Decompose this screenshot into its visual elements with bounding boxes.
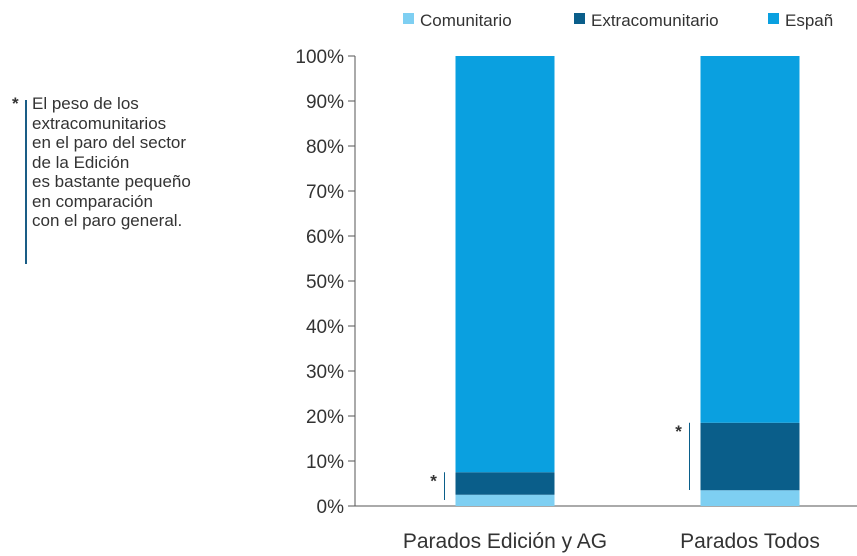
footnote-divider: [25, 100, 27, 264]
x-category-label: Parados Todos: [680, 530, 820, 553]
annotation-marker: *: [430, 471, 437, 490]
x-category-label: Parados Edición y AG: [403, 530, 607, 553]
y-tick-label: 80%: [306, 137, 344, 158]
y-tick-label: 30%: [306, 362, 344, 383]
bar-segment-español: [700, 56, 800, 423]
y-tick-label: 20%: [306, 407, 344, 428]
bar-segment-español: [455, 56, 555, 473]
legend-label: Comunitario: [420, 11, 512, 30]
y-tick-label: 10%: [306, 452, 344, 473]
bar-segment-comunitario: [700, 490, 800, 506]
y-tick-label: 90%: [306, 92, 344, 113]
legend-swatch-comunitario: [403, 13, 414, 24]
annotation-marker: *: [675, 422, 682, 441]
y-tick-label: 50%: [306, 272, 344, 293]
legend-swatch-extracomunitario: [574, 13, 585, 24]
footnote-marker: *: [12, 94, 19, 113]
bar-segment-extracomunitario: [700, 422, 800, 491]
bar-segment-comunitario: [455, 494, 555, 506]
legend-label: Extracomunitario: [591, 11, 719, 30]
y-tick-label: 0%: [317, 497, 345, 518]
y-tick-label: 60%: [306, 227, 344, 248]
y-tick-label: 40%: [306, 317, 344, 338]
legend-swatch-español: [768, 13, 779, 24]
y-tick-label: 70%: [306, 182, 344, 203]
bar-segment-extracomunitario: [455, 472, 555, 495]
y-tick-label: 100%: [295, 47, 344, 68]
footnote-text: El peso de los extracomunitarios en el p…: [32, 94, 191, 230]
legend-label: Españ: [785, 11, 833, 30]
